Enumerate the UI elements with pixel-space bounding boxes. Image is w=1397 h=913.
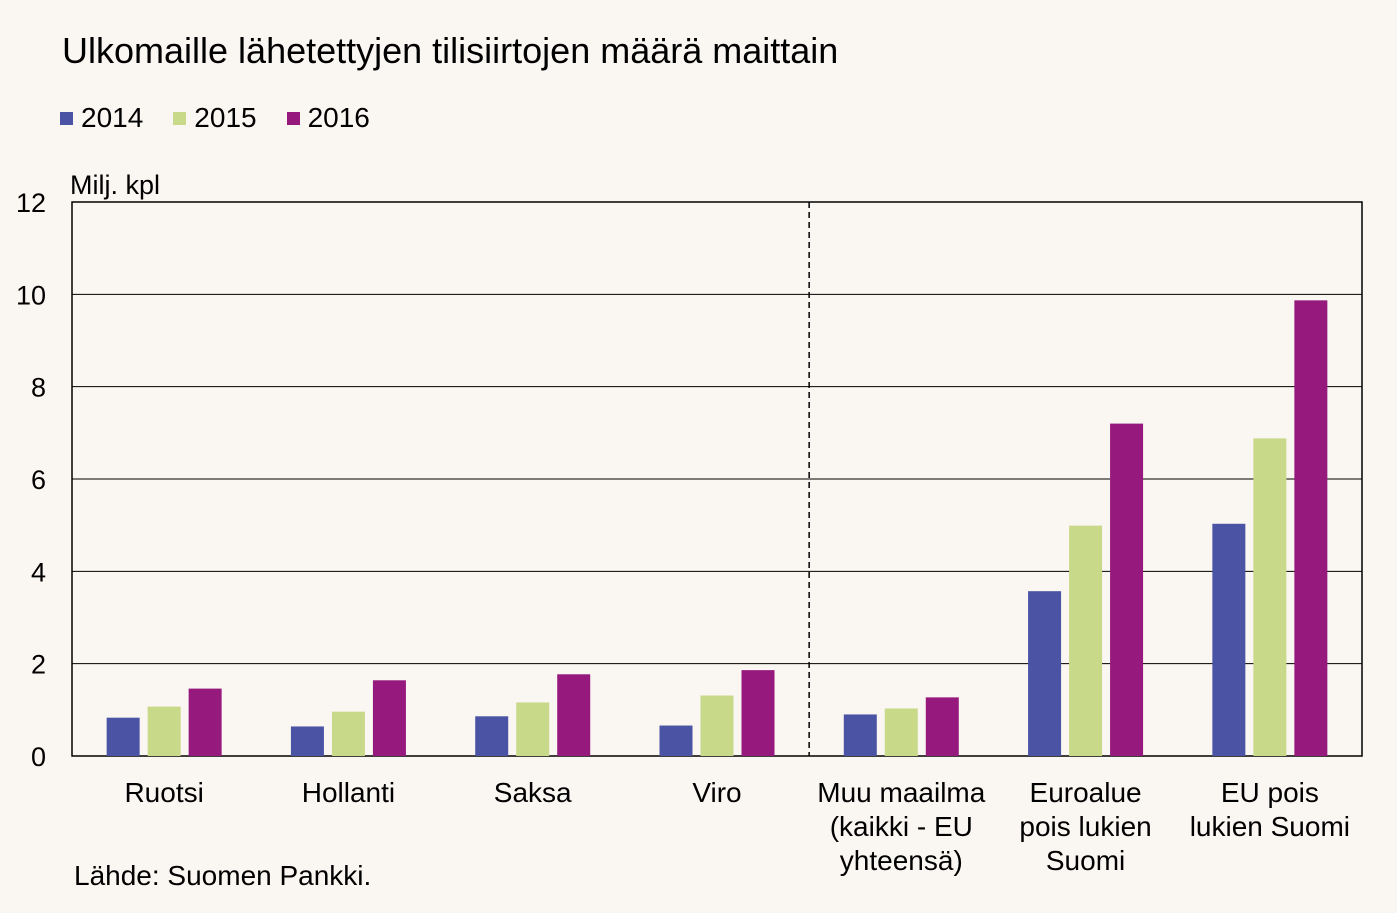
x-tick-label: Suomi xyxy=(1046,845,1125,876)
legend-label-2014: 2014 xyxy=(81,102,144,133)
y-axis-label: Milj. kpl xyxy=(70,170,160,200)
x-tick-label: pois lukien xyxy=(1019,811,1151,842)
bar-2016 xyxy=(557,674,591,756)
bar-2015 xyxy=(700,695,734,756)
x-tick-label: Viro xyxy=(692,777,741,808)
legend-swatch-2014 xyxy=(60,111,73,125)
bar-2014 xyxy=(659,725,693,756)
legend-item-2016: 2016 xyxy=(286,102,370,134)
bar-2015 xyxy=(1253,438,1287,756)
bar-2016 xyxy=(188,688,222,756)
x-tick-label: Muu maailma xyxy=(817,777,985,808)
bar-2016 xyxy=(741,670,775,756)
x-tick-label: lukien Suomi xyxy=(1190,811,1350,842)
legend-swatch-2015 xyxy=(173,111,187,125)
y-tick-label: 12 xyxy=(16,188,46,218)
bar-2014 xyxy=(475,716,509,756)
bar-2015 xyxy=(1069,525,1103,756)
bar-2014 xyxy=(106,717,140,756)
y-tick-label: 10 xyxy=(16,280,46,310)
x-tick-label: (kaikki - EU xyxy=(830,811,973,842)
bar-2014 xyxy=(1212,523,1246,756)
bar-2014 xyxy=(843,714,877,756)
x-tick-label: EU pois xyxy=(1221,777,1319,808)
bar-2015 xyxy=(147,706,181,756)
bar-2016 xyxy=(1294,300,1328,756)
legend-swatch-2016 xyxy=(286,111,300,125)
bar-2016 xyxy=(1110,423,1144,756)
x-tick-label: Saksa xyxy=(494,777,572,808)
bar-2016 xyxy=(925,697,959,756)
bar-2015 xyxy=(516,702,550,756)
x-tick-label: yhteensä) xyxy=(840,845,963,876)
bar-2015 xyxy=(884,708,918,756)
legend-label-2015: 2015 xyxy=(194,102,257,133)
legend-item-2015: 2015 xyxy=(173,102,257,134)
y-tick-label: 8 xyxy=(31,373,46,403)
x-tick-label: Ruotsi xyxy=(124,777,203,808)
x-tick-label: Euroalue xyxy=(1030,777,1142,808)
source-note: Lähde: Suomen Pankki. xyxy=(74,860,372,891)
legend-label-2016: 2016 xyxy=(307,102,370,133)
y-tick-label: 2 xyxy=(31,650,46,680)
bar-2014 xyxy=(1028,591,1062,756)
y-tick-label: 4 xyxy=(31,557,46,587)
y-tick-label: 0 xyxy=(31,742,46,772)
bar-2016 xyxy=(372,680,406,756)
y-tick-label: 6 xyxy=(31,465,46,495)
bar-2014 xyxy=(290,726,324,756)
chart-title: Ulkomaille lähetettyjen tilisiirtojen mä… xyxy=(62,30,839,71)
x-tick-label: Hollanti xyxy=(302,777,395,808)
legend: 2014 2015 2016 xyxy=(60,102,400,134)
legend-item-2014: 2014 xyxy=(60,102,143,134)
bar-2015 xyxy=(331,711,365,756)
